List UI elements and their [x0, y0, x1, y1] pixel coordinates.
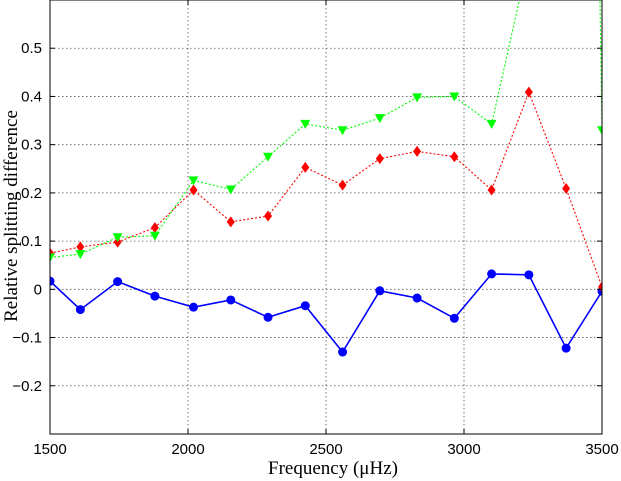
- series-3-point: [486, 119, 497, 129]
- x-tick-label: 1500: [33, 441, 66, 458]
- series-3-point: [412, 93, 423, 103]
- series-2-point: [338, 179, 347, 191]
- series-2-point: [487, 184, 496, 196]
- series-3-point: [225, 185, 236, 195]
- series-1-point: [300, 301, 310, 311]
- series-1-point: [524, 270, 534, 280]
- series-1-point: [412, 293, 422, 303]
- series-1-point: [113, 277, 123, 287]
- x-tick-label: 2500: [309, 441, 342, 458]
- series-2-point: [450, 151, 459, 163]
- series-line-3: [50, 0, 602, 259]
- x-tick-label: 3000: [447, 441, 480, 458]
- series-1-point: [487, 269, 497, 279]
- series-1-point: [449, 313, 459, 323]
- series-3-point: [300, 119, 311, 129]
- series-1-point: [375, 286, 385, 296]
- y-tick-label: 0.3: [21, 137, 42, 154]
- y-tick-label: 0.2: [21, 185, 42, 202]
- series-1-point: [338, 347, 348, 357]
- series-3-point: [449, 92, 460, 102]
- y-tick-label: −0.1: [12, 330, 42, 347]
- series-layer: [50, 0, 602, 357]
- series-3-point: [263, 152, 274, 162]
- series-1-point: [561, 343, 571, 353]
- series-2-point: [301, 161, 310, 173]
- y-axis-label: Relative splitting difference: [1, 110, 22, 322]
- series-3-point: [337, 126, 348, 136]
- series-1-point: [50, 276, 55, 286]
- series-1-point: [189, 302, 199, 312]
- series-3-point: [597, 126, 602, 136]
- series-3-point: [188, 176, 199, 186]
- series-2-point: [76, 241, 85, 253]
- series-line-1: [50, 273, 602, 354]
- series-1-point: [75, 305, 85, 315]
- series-2-point: [413, 145, 422, 157]
- series-1-point: [226, 295, 236, 305]
- series-2-point: [189, 184, 198, 196]
- x-tick-label: 2000: [171, 441, 204, 458]
- series-2-point: [524, 86, 533, 98]
- series-3-point: [50, 253, 55, 263]
- y-tick-label: −0.2: [12, 378, 42, 395]
- series-2-point: [264, 210, 273, 222]
- y-tick-label: 0: [34, 281, 42, 298]
- x-tick-label: 3500: [585, 441, 618, 458]
- series-3-point: [75, 250, 86, 260]
- y-tick-label: 0.4: [21, 88, 42, 105]
- y-tick-label: 0.5: [21, 40, 42, 57]
- x-axis-label: Frequency (μHz): [268, 458, 398, 479]
- series-2-point: [562, 183, 571, 195]
- series-3-point: [149, 231, 160, 241]
- series-1-point: [263, 312, 273, 322]
- series-1-point: [150, 291, 160, 301]
- tick-labels: 1500 2000 2500 3000 3500 −0.2 −0.1 0 0.1 0.2 0.3 0.…: [12, 0, 619, 458]
- y-tick-label: 0.1: [21, 233, 42, 250]
- grid: [50, 0, 602, 434]
- series-3-point: [374, 114, 385, 124]
- series-2-point: [226, 216, 235, 228]
- series-3-point: [112, 233, 123, 243]
- series-line-2: [50, 90, 602, 288]
- series-2-point: [150, 222, 159, 234]
- series-2-point: [375, 153, 384, 165]
